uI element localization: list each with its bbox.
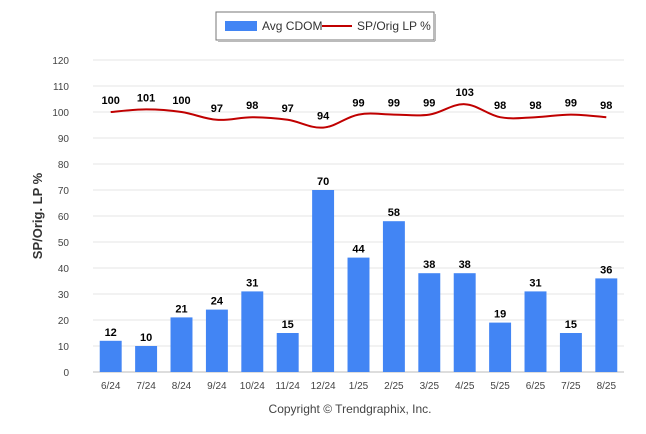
line-data-label: 98	[529, 100, 541, 112]
y-tick-label: 50	[58, 238, 70, 249]
bar-data-label: 19	[494, 309, 506, 321]
bar	[595, 278, 618, 372]
bar-data-label: 38	[459, 259, 471, 271]
bar	[489, 322, 512, 372]
line-data-label: 98	[600, 100, 612, 112]
x-tick-label: 8/24	[172, 381, 192, 392]
y-tick-label: 10	[58, 342, 70, 353]
y-tick-label: 30	[58, 290, 70, 301]
x-tick-label: 6/24	[101, 381, 121, 392]
bar-data-label: 31	[529, 277, 541, 289]
line-data-label: 103	[456, 87, 474, 99]
x-tick-label: 1/25	[349, 381, 369, 392]
line-data-label: 98	[246, 100, 258, 112]
y-tick-label: 90	[58, 134, 70, 145]
y-tick-label: 80	[58, 160, 70, 171]
bar	[418, 273, 441, 372]
line-data-label: 99	[565, 98, 577, 110]
line-data-label: 100	[102, 95, 120, 107]
bar-data-label: 21	[175, 303, 187, 315]
line-data-label: 100	[172, 95, 190, 107]
bar	[347, 257, 370, 372]
bar-data-label: 44	[352, 244, 365, 256]
x-tick-label: 2/25	[384, 381, 404, 392]
x-tick-label: 3/25	[420, 381, 440, 392]
y-tick-label: 60	[58, 212, 70, 223]
bar-data-label: 15	[282, 319, 294, 331]
bar	[312, 190, 335, 372]
bar	[559, 333, 582, 372]
y-tick-label: 0	[63, 368, 69, 379]
x-tick-label: 10/24	[240, 381, 265, 392]
y-tick-label: 70	[58, 186, 70, 197]
bar-series	[99, 190, 618, 372]
line-data-label: 99	[423, 98, 435, 110]
x-tick-label: 12/24	[311, 381, 336, 392]
y-tick-label: 110	[53, 82, 69, 93]
line-data-label: 97	[282, 103, 294, 115]
line-series	[110, 103, 607, 129]
y-tick-label: 120	[52, 56, 69, 67]
x-tick-label: 6/25	[526, 381, 546, 392]
line-data-label: 94	[317, 111, 330, 123]
bar-data-label: 38	[423, 259, 435, 271]
bar-data-label: 24	[211, 296, 224, 308]
bar-data-label: 36	[600, 264, 612, 276]
y-axis-ticks: 0 10 20 30 40 50 60 70 80 90 100 110 120	[52, 56, 69, 379]
legend-line-label: SP/Orig LP %	[357, 19, 431, 33]
bar-data-label: 31	[246, 277, 258, 289]
legend: Avg CDOM SP/Orig LP %	[215, 11, 436, 42]
x-tick-label: 7/24	[136, 381, 156, 392]
y-tick-label: 40	[58, 264, 70, 275]
y-tick-label: 100	[52, 108, 69, 119]
x-tick-label: 7/25	[561, 381, 581, 392]
bar	[99, 340, 122, 372]
bar	[524, 291, 547, 372]
bar-data-label: 70	[317, 176, 329, 188]
line-data-label: 98	[494, 100, 506, 112]
x-tick-label: 4/25	[455, 381, 475, 392]
x-tick-label: 11/24	[276, 381, 301, 392]
bar	[276, 333, 299, 372]
line-data-label: 99	[352, 98, 364, 110]
x-tick-label: 9/24	[207, 381, 227, 392]
legend-bar-label: Avg CDOM	[262, 19, 322, 33]
bar-data-label: 12	[105, 327, 117, 339]
bar	[205, 309, 228, 372]
x-tick-label: 5/25	[490, 381, 510, 392]
legend-bar-swatch	[225, 21, 257, 31]
bar-data-label: 58	[388, 207, 400, 219]
bar	[382, 221, 405, 372]
line-data-labels: 100 101 100 97 98 97 94 99 99 99 103 98 98 99 98	[102, 87, 613, 122]
x-axis-ticks: 6/24 7/24 8/24 9/24 10/24 11/24 12/24 1/25 2/25 3…	[101, 381, 617, 392]
line-data-label: 97	[211, 103, 223, 115]
bar	[135, 346, 158, 372]
line-data-label: 101	[137, 92, 155, 104]
bar	[170, 317, 193, 372]
y-axis-label: SP/Orig. LP %	[30, 172, 45, 259]
bar-data-label: 10	[140, 332, 152, 344]
bar-data-label: 15	[565, 319, 577, 331]
line-data-label: 99	[388, 98, 400, 110]
bar	[453, 273, 476, 372]
x-tick-label: 8/25	[597, 381, 617, 392]
bar-data-labels: 12 10 21 24 31 15 70 44 58 38 38 19 31 15 36	[105, 176, 613, 344]
bar	[241, 291, 264, 372]
y-tick-label: 20	[58, 316, 70, 327]
copyright-text: Copyright © Trendgraphix, Inc.	[269, 402, 432, 416]
